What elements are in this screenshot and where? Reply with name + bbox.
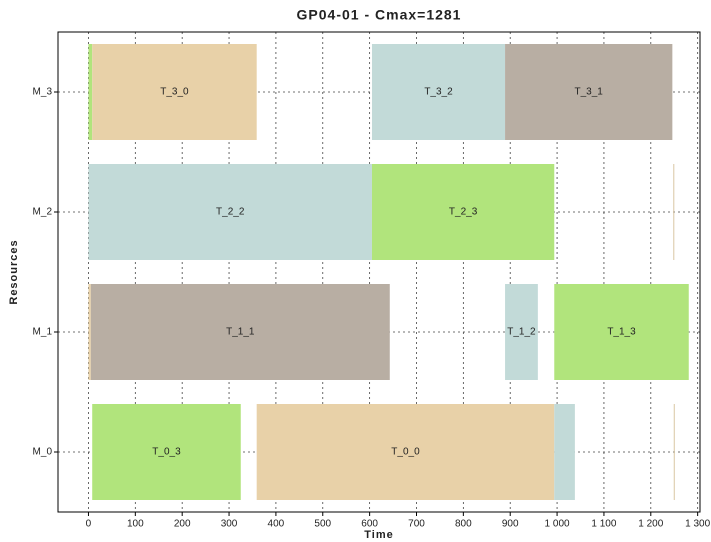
x-axis-label: Time [364,529,393,541]
x-tick-label: 0 [86,519,92,530]
task-bar [371,164,555,260]
task-bar [92,404,241,500]
task-bar [88,44,93,140]
y-tick-label: M_1 [33,327,53,338]
task-label: T_3_0 [160,87,189,98]
x-tick-label: 1 300 [685,519,710,530]
task-bar [673,164,675,260]
task-bar [256,404,555,500]
x-tick-label: 600 [361,519,378,530]
task-bar [371,44,506,140]
task-bar [92,44,257,140]
task-bar [554,284,689,380]
y-tick-label: M_0 [33,447,53,458]
x-tick-label: 900 [502,519,519,530]
x-tick-label: 800 [455,519,472,530]
x-tick-label: 100 [127,519,144,530]
task-label: T_0_3 [152,447,181,458]
y-axis-label: Resources [8,239,20,304]
x-tick-label: 400 [268,519,285,530]
task-label: T_2_3 [449,207,478,218]
x-tick-label: 300 [221,519,238,530]
task-bar [88,164,372,260]
task-label: T_0_0 [391,447,420,458]
task-label: T_3_1 [575,87,604,98]
task-label: T_3_2 [424,87,453,98]
x-tick-label: 1 200 [638,519,663,530]
task-bar [505,284,538,380]
task-label: T_1_2 [507,327,536,338]
task-bar [505,44,673,140]
task-bar [554,404,575,500]
x-tick-label: 200 [174,519,191,530]
task-bar [90,284,390,380]
y-tick-label: M_2 [33,207,53,218]
x-tick-label: 500 [314,519,331,530]
chart-title: GP04-01 - Cmax=1281 [297,7,462,23]
x-tick-label: 1 000 [545,519,570,530]
y-tick-label: M_3 [33,87,53,98]
plot-frame [57,31,701,513]
task-label: T_1_3 [607,327,636,338]
x-tick-label: 1 100 [591,519,616,530]
x-tick-label: 700 [408,519,425,530]
task-bar [673,404,675,500]
task-label: T_2_2 [216,207,245,218]
task-label: T_1_1 [226,327,255,338]
task-bar [88,284,91,380]
